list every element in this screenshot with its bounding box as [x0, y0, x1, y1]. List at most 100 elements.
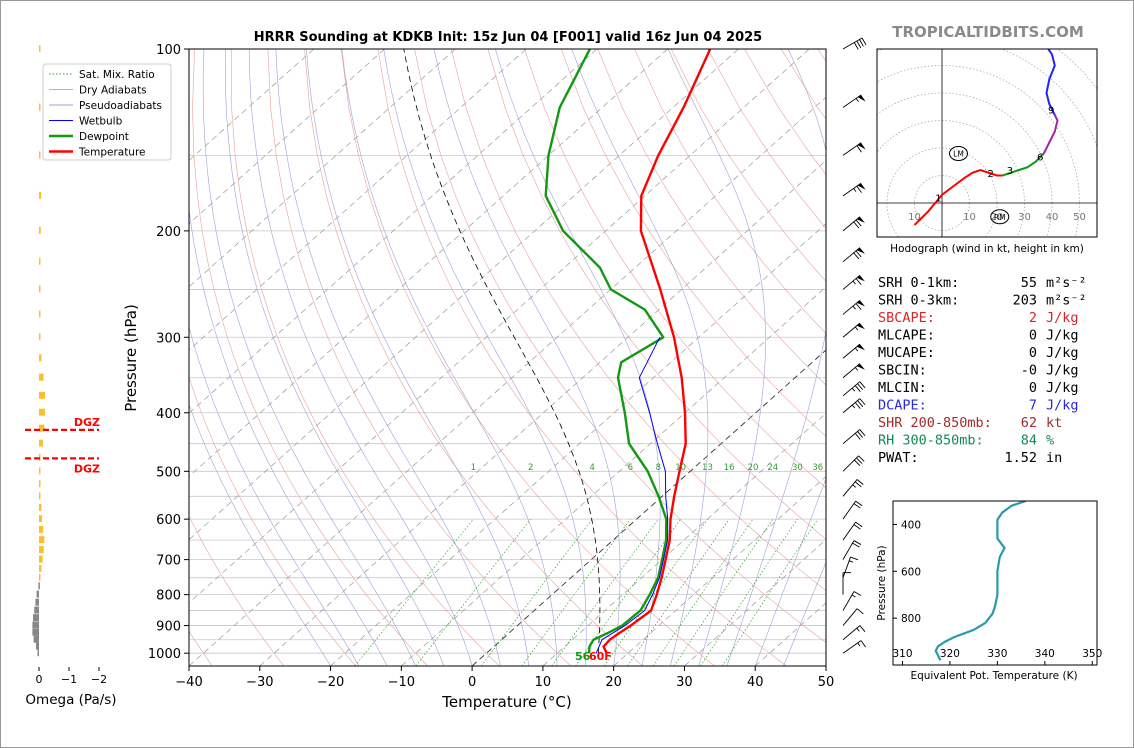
barb-flag [857, 183, 866, 190]
wind-barb [842, 572, 851, 595]
x-tick-label: −10 [388, 675, 415, 690]
theta-y-tick-label: 400 [901, 519, 921, 531]
barb-feather [857, 431, 864, 438]
index-unit: J/kg [1046, 328, 1079, 344]
barb-feather [852, 542, 860, 548]
theta-x-tick-label: 310 [892, 648, 912, 660]
barb-half-feather [854, 326, 859, 331]
index-name: MLCIN: [878, 380, 927, 396]
index-value: 1.52 [1004, 450, 1037, 466]
barb-half-feather [854, 347, 859, 352]
barb-feather [855, 278, 862, 285]
mixing-ratio-label: 1 [471, 463, 476, 473]
barb-flag [856, 247, 865, 254]
wind-barb [842, 94, 866, 108]
isotherm-line [189, 49, 810, 604]
wind-barb [842, 343, 865, 359]
omega-bar [39, 439, 43, 447]
barb-feather [856, 145, 862, 153]
barb-feather [856, 479, 864, 485]
index-value: 84 [1021, 433, 1037, 449]
wind-barb [842, 640, 866, 654]
index-unit: J/kg [1046, 380, 1079, 396]
theta-e-panel: 310 320 330 340 350 400 600 800 Equivalent Pot.… [876, 500, 1102, 682]
index-row: SRH 0-1km: 55 m²s⁻² [878, 275, 1087, 291]
x-tick-label: 10 [535, 675, 552, 690]
index-name: SBCAPE: [878, 310, 935, 326]
isotherm-line [189, 49, 527, 351]
index-value: -0 [1021, 363, 1037, 379]
pseudoadiabat-line [189, 403, 331, 666]
omega-bar [39, 573, 41, 581]
barb-feather [854, 402, 861, 409]
hodograph-trace [1045, 49, 1056, 116]
y-tick-label: 400 [156, 407, 181, 422]
barb-flag [856, 275, 865, 282]
barb-staff [842, 216, 861, 232]
barb-half-feather [851, 594, 856, 598]
isotherm-line [542, 412, 826, 666]
hodograph-ring-label: 40 [1046, 212, 1059, 223]
pseudoadiabat-line [189, 326, 360, 666]
barb-staff [842, 556, 851, 578]
barb-flag [856, 323, 865, 330]
omega-x-tick-label: −1 [61, 673, 77, 686]
index-name: SRH 0-1km: [878, 275, 959, 291]
barb-half-feather [851, 387, 856, 392]
pseudoadiabat-line [189, 207, 388, 666]
surface-temp-label: 60F [589, 650, 612, 663]
index-name: PWAT: [878, 450, 919, 466]
barb-flag [856, 300, 865, 307]
omega-bar [39, 492, 41, 500]
barb-feather [853, 252, 860, 260]
wind-barb [842, 322, 865, 338]
wind-barb [842, 540, 862, 560]
parcel-path [403, 49, 601, 654]
mixing-ratio-label: 16 [724, 463, 735, 473]
pseudoadiabat-line [495, 49, 661, 666]
omega-bar [32, 621, 39, 629]
isotherm-line [825, 665, 826, 666]
index-unit: % [1046, 433, 1054, 449]
hodograph-height-label: 1 [935, 194, 941, 205]
barb-staff [842, 521, 856, 541]
omega-bar [39, 424, 45, 432]
y-tick-label: 900 [156, 620, 181, 635]
hodograph-height-label: 9 [1048, 106, 1054, 117]
barb-feather [856, 608, 864, 615]
skewt-legend: Sat. Mix. Ratio Dry Adiabats Pseudoadiabat… [42, 63, 172, 161]
barb-staff [842, 625, 861, 641]
theta-e-frame [892, 500, 1098, 666]
omega-bar [39, 103, 41, 111]
omega-bar [35, 598, 39, 606]
dry-adiabat-line [524, 49, 826, 489]
barb-flag [856, 363, 865, 370]
barb-staff [842, 429, 861, 445]
barb-feather [859, 39, 864, 47]
barb-flag [856, 216, 865, 223]
index-unit: J/kg [1046, 398, 1079, 414]
pseudoadiabat-line [571, 49, 709, 666]
y-tick-label: 300 [156, 331, 181, 346]
mixing-ratio-line [415, 518, 531, 666]
index-value: 0 [1029, 380, 1037, 396]
pseudoadiabat-line [341, 49, 558, 666]
wind-barb [842, 216, 865, 232]
barb-half-feather [851, 404, 856, 409]
barb-feather [859, 429, 866, 436]
isotherm-line [613, 475, 826, 666]
legend-box [42, 63, 172, 161]
mixing-ratio-label: 6 [628, 463, 633, 473]
index-row: SBCAPE: 2 J/kg [878, 310, 1079, 326]
index-name: MLCAPE: [878, 328, 935, 344]
omega-bar [33, 614, 39, 622]
barb-half-feather [852, 484, 856, 488]
barb-feather [853, 221, 860, 229]
omega-bar [39, 480, 41, 488]
y-tick-label: 1000 [148, 647, 181, 662]
omega-bar [32, 628, 39, 636]
legend-label: Dewpoint [79, 131, 129, 143]
theta-x-tick-label: 320 [940, 648, 960, 660]
dry-adiabat-line [304, 49, 643, 666]
